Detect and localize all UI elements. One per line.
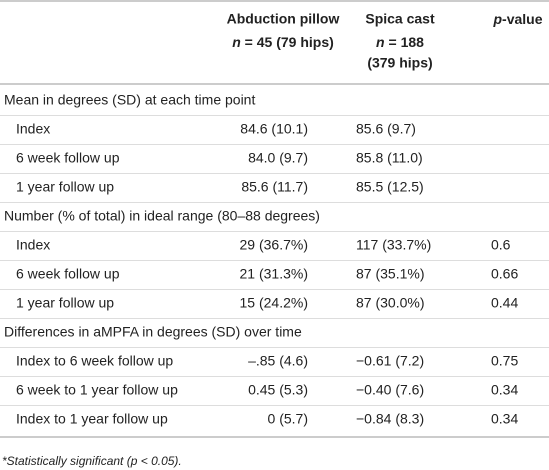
cell: 21 (31.3%) [240, 266, 308, 282]
header-extra: (379 hips) [367, 55, 432, 71]
p-label: p [492, 11, 502, 27]
n-text: = 45 (79 hips) [241, 34, 334, 50]
cell: −0.61 (7.2) [356, 353, 424, 369]
cell: 85.6 (9.7) [356, 121, 416, 137]
cell: −0.40 (7.6) [356, 382, 424, 398]
row-label: 6 week to 1 year follow up [16, 382, 178, 398]
cell: –.85 (4.6) [248, 353, 308, 369]
n-text: = 188 [385, 34, 425, 50]
cell: 87 (35.1%) [356, 266, 424, 282]
row-label: Index to 1 year follow up [16, 411, 168, 427]
section-heading: Mean in degrees (SD) at each time point [4, 92, 255, 108]
header-n: n = 188 [376, 34, 424, 50]
cell: 85.5 (12.5) [356, 179, 424, 195]
row-label: Index [16, 237, 50, 253]
cell: 0.34 [491, 411, 518, 427]
cell: 84.0 (9.7) [248, 150, 308, 166]
cell: −0.84 (8.3) [356, 411, 424, 427]
cell: 0.34 [491, 382, 518, 398]
row-label: 1 year follow up [16, 295, 114, 311]
cell: 0.44 [491, 295, 518, 311]
cell: 0.66 [491, 266, 518, 282]
header-p: p-value [492, 11, 542, 27]
row-label: Index [16, 121, 50, 137]
n-label: n [376, 34, 385, 50]
cell: 0 (5.7) [268, 411, 308, 427]
n-label: n [232, 34, 241, 50]
cell: 0.6 [491, 237, 511, 253]
cell: 87 (30.0%) [356, 295, 424, 311]
row-label: 1 year follow up [16, 179, 114, 195]
footnote: *Statistically significant (p < 0.05). [2, 454, 182, 468]
header-title: Spica cast [365, 11, 435, 27]
row-label: 6 week follow up [16, 150, 120, 166]
cell: 29 (36.7%) [240, 237, 308, 253]
cell: 0.45 (5.3) [248, 382, 308, 398]
header-n: n = 45 (79 hips) [232, 34, 334, 50]
row-label: Index to 6 week follow up [16, 353, 173, 369]
cell: 84.6 (10.1) [240, 121, 308, 137]
cell: 0.75 [491, 353, 518, 369]
cell: 15 (24.2%) [240, 295, 308, 311]
header-title: Abduction pillow [227, 11, 340, 27]
row-label: 6 week follow up [16, 266, 120, 282]
cell: 117 (33.7%) [356, 237, 431, 253]
section-heading: Differences in aMPFA in degrees (SD) ove… [4, 324, 302, 340]
section-heading: Number (% of total) in ideal range (80–8… [4, 208, 320, 224]
cell: 85.8 (11.0) [356, 150, 423, 166]
cell: 85.6 (11.7) [241, 179, 308, 195]
p-rest: -value [502, 11, 543, 27]
